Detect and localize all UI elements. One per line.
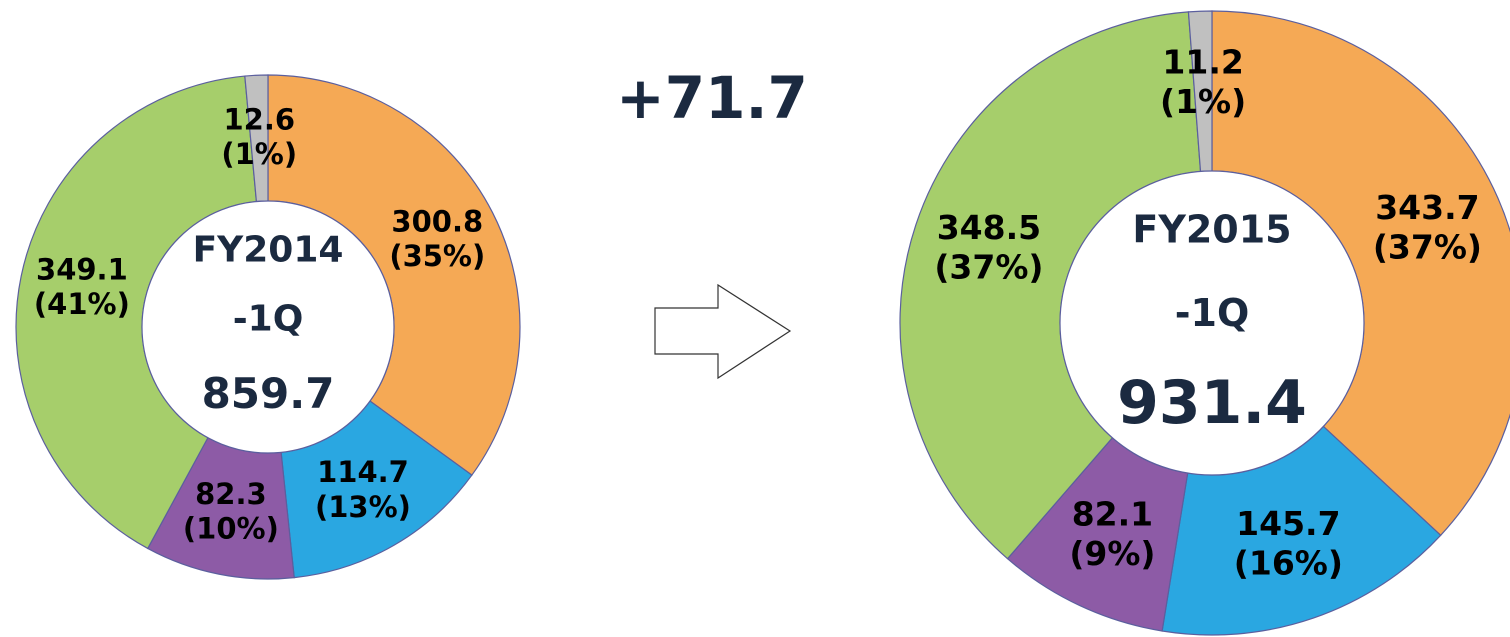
percent-label: (37%) [934, 247, 1043, 286]
value-label: 300.8 [391, 204, 483, 238]
center-total: 859.7 [202, 369, 335, 418]
value-label: 145.7 [1236, 504, 1340, 543]
donut-hole [1059, 170, 1365, 476]
value-label: 12.6 [223, 102, 295, 136]
center-title: FY2015 [1132, 207, 1291, 251]
percent-label: (13%) [315, 490, 411, 524]
center-subtitle: -1Q [1175, 291, 1250, 335]
percent-label: (35%) [389, 239, 485, 273]
value-label: 348.5 [937, 208, 1041, 247]
center-total: 931.4 [1117, 368, 1307, 438]
percent-label: (37%) [1373, 227, 1482, 266]
value-label: 343.7 [1375, 188, 1479, 227]
center-title: FY2014 [193, 229, 344, 270]
value-label: 11.2 [1162, 42, 1243, 81]
center-subtitle: -1Q [233, 299, 304, 340]
percent-label: (1%) [1160, 82, 1246, 121]
percent-label: (9%) [1069, 534, 1155, 573]
value-label: 349.1 [36, 252, 128, 286]
change-annotation: +71.7 [616, 64, 808, 132]
percent-label: (10%) [183, 512, 279, 546]
arrow [654, 283, 792, 380]
donut-hole [141, 200, 395, 454]
percent-label: (1%) [221, 137, 297, 171]
value-label: 82.1 [1072, 495, 1153, 534]
value-label: 82.3 [195, 477, 267, 511]
value-label: 114.7 [317, 455, 409, 489]
percent-label: (41%) [34, 287, 130, 321]
percent-label: (16%) [1234, 544, 1343, 583]
